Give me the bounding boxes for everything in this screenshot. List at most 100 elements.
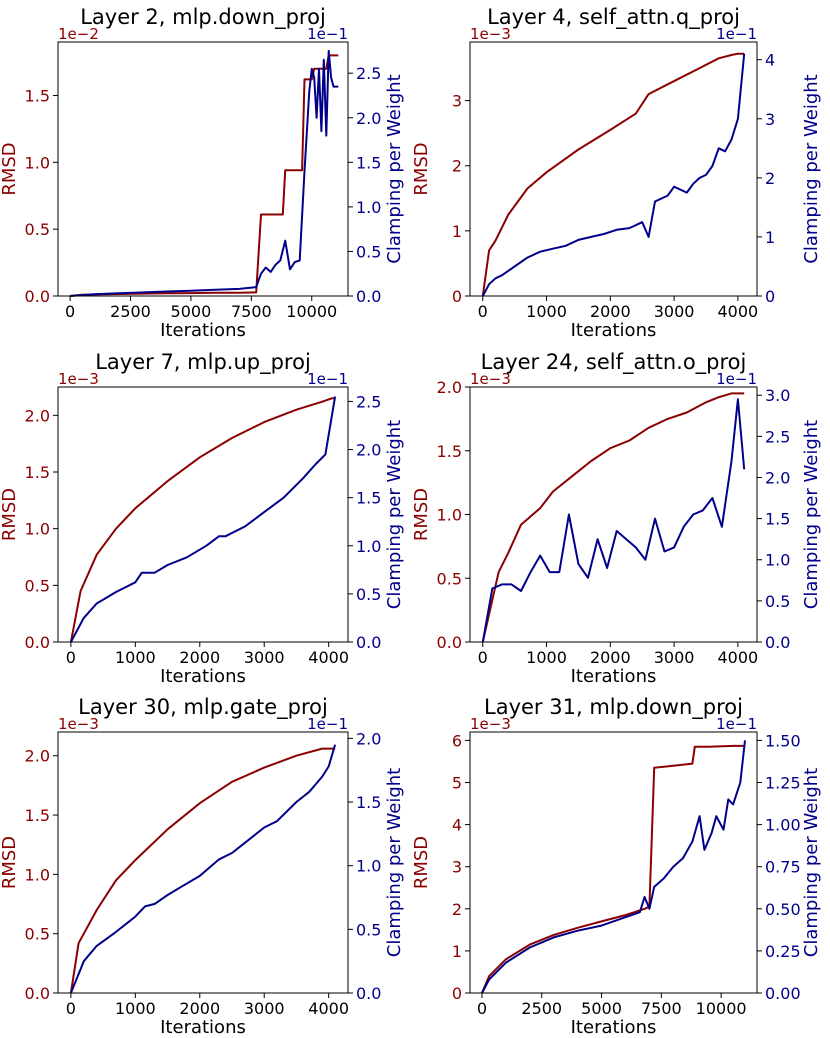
- rmsd-line: [481, 52, 745, 297]
- left-axis-label: RMSD: [411, 836, 432, 889]
- left-axis-label: RMSD: [411, 142, 432, 195]
- rmsd-line: [69, 747, 336, 994]
- right-tick-label: 1.0: [356, 198, 381, 217]
- right-tick-label: 0.0: [356, 287, 381, 306]
- left-tick-label: 1.5: [25, 86, 50, 105]
- left-tick-label: 3: [452, 92, 462, 111]
- right-tick-label: 0.50: [765, 900, 801, 919]
- right-scale-label: 1e−1: [307, 25, 348, 43]
- right-tick-label: 0.75: [765, 858, 801, 877]
- x-axis-label: Iterations: [571, 320, 657, 341]
- left-scale-label: 1e−3: [470, 370, 511, 388]
- x-tick-label: 0: [65, 302, 75, 321]
- right-tick-label: 2.5: [356, 392, 381, 411]
- left-tick-label: 6: [452, 731, 462, 750]
- clamping-line: [481, 398, 746, 643]
- x-axis-label: Iterations: [160, 320, 246, 341]
- right-tick-label: 1.25: [765, 774, 801, 793]
- rmsd-line: [69, 397, 336, 643]
- x-tick-label: 1000: [115, 648, 156, 667]
- left-scale-label: 1e−3: [58, 370, 99, 388]
- x-tick-label: 5000: [171, 302, 212, 321]
- left-tick-label: 1.5: [25, 806, 50, 825]
- left-scale-label: 1e−3: [58, 715, 99, 733]
- left-tick-label: 0.0: [437, 633, 462, 652]
- left-axis-label: RMSD: [0, 488, 20, 541]
- left-tick-label: 0.5: [25, 576, 50, 595]
- right-tick-label: 0.5: [356, 585, 381, 604]
- right-scale-label: 1e−1: [307, 715, 348, 733]
- left-tick-label: 1.5: [437, 442, 462, 461]
- right-tick-label: 1.0: [765, 551, 790, 570]
- right-tick-label: 0: [765, 287, 775, 306]
- left-tick-label: 1.0: [437, 506, 462, 525]
- right-tick-label: 1.0: [356, 857, 381, 876]
- left-axis-label: RMSD: [0, 142, 20, 195]
- right-tick-label: 1.0: [356, 537, 381, 556]
- right-tick-label: 0.5: [356, 920, 381, 939]
- x-tick-label: 0: [66, 648, 76, 667]
- left-axis-label: RMSD: [411, 488, 432, 541]
- left-tick-label: 0.5: [25, 220, 50, 239]
- x-axis-label: Iterations: [571, 666, 657, 687]
- left-tick-label: 0.5: [437, 569, 462, 588]
- left-tick-label: 0: [452, 984, 462, 1003]
- clamping-line: [481, 53, 746, 297]
- right-tick-label: 0.5: [356, 242, 381, 261]
- clamping-line: [70, 49, 339, 297]
- right-tick-label: 0.25: [765, 942, 801, 961]
- right-scale-label: 1e−1: [716, 25, 757, 43]
- right-tick-label: 4: [765, 51, 775, 70]
- x-tick-label: 0: [477, 999, 487, 1018]
- right-tick-label: 1.00: [765, 816, 801, 835]
- right-tick-label: 2.0: [356, 441, 381, 460]
- x-tick-label: 2000: [590, 648, 631, 667]
- left-tick-label: 1.5: [25, 463, 50, 482]
- left-tick-label: 2: [452, 157, 462, 176]
- chart-title: Layer 31, mlp.down_proj: [484, 695, 743, 720]
- right-axis-label: Clamping per Weight: [801, 420, 822, 609]
- x-tick-label: 0: [66, 999, 76, 1018]
- left-tick-label: 0: [452, 287, 462, 306]
- left-tick-label: 0.0: [25, 287, 50, 306]
- x-tick-label: 2000: [590, 302, 631, 321]
- right-tick-label: 1.5: [356, 153, 381, 172]
- left-scale-label: 1e−3: [470, 715, 511, 733]
- right-axis-label: Clamping per Weight: [384, 74, 405, 263]
- x-tick-label: 2500: [521, 999, 562, 1018]
- chart-panel-4: 0 1000 2000 3000 4000 0.0 0.5 1.0 1.5 2.0 0.0 0.5 1.…: [411, 350, 822, 687]
- left-scale-label: 1e−3: [470, 25, 511, 43]
- x-tick-label: 1000: [115, 999, 156, 1018]
- right-axis-label: Clamping per Weight: [801, 74, 822, 263]
- chart-panel-2: 0 1000 2000 3000 4000 0 1 2 3 0 1 2 3 4 Layer 4, self_…: [411, 5, 822, 341]
- x-tick-label: 1000: [526, 648, 567, 667]
- plot-frame: [57, 731, 349, 994]
- x-tick-label: 0: [478, 302, 488, 321]
- x-tick-label: 10000: [696, 999, 747, 1018]
- right-tick-label: 0.5: [765, 592, 790, 611]
- x-tick-label: 4000: [718, 302, 759, 321]
- left-tick-label: 0.0: [25, 984, 50, 1003]
- right-tick-label: 2.5: [356, 64, 381, 83]
- left-tick-label: 0.5: [25, 925, 50, 944]
- x-tick-label: 5000: [581, 999, 622, 1018]
- left-tick-label: 2.0: [437, 378, 462, 397]
- chart-title: Layer 24, self_attn.o_proj: [481, 350, 747, 375]
- x-axis-label: Iterations: [160, 1017, 246, 1038]
- right-axis-label: Clamping per Weight: [384, 768, 405, 957]
- x-tick-label: 10000: [286, 302, 337, 321]
- x-axis-label: Iterations: [160, 666, 246, 687]
- left-tick-label: 4: [452, 816, 462, 835]
- left-tick-label: 1: [452, 942, 462, 961]
- chart-panel-5: 0 1000 2000 3000 4000 0.0 0.5 1.0 1.5 2.0 0.0 0.5 1.…: [0, 695, 405, 1038]
- x-tick-label: 0: [478, 648, 488, 667]
- x-tick-label: 2500: [110, 302, 151, 321]
- chart-panel-6: 0 2500 5000 7500 10000 0 1 2 3 4 5 6 0.00 0.25 0.50 0.7…: [411, 695, 822, 1038]
- x-tick-label: 2000: [179, 648, 220, 667]
- x-tick-label: 4000: [718, 648, 759, 667]
- right-tick-label: 1: [765, 228, 775, 247]
- plot-frame: [469, 731, 758, 994]
- right-tick-label: 1.5: [356, 793, 381, 812]
- x-tick-label: 1000: [526, 302, 567, 321]
